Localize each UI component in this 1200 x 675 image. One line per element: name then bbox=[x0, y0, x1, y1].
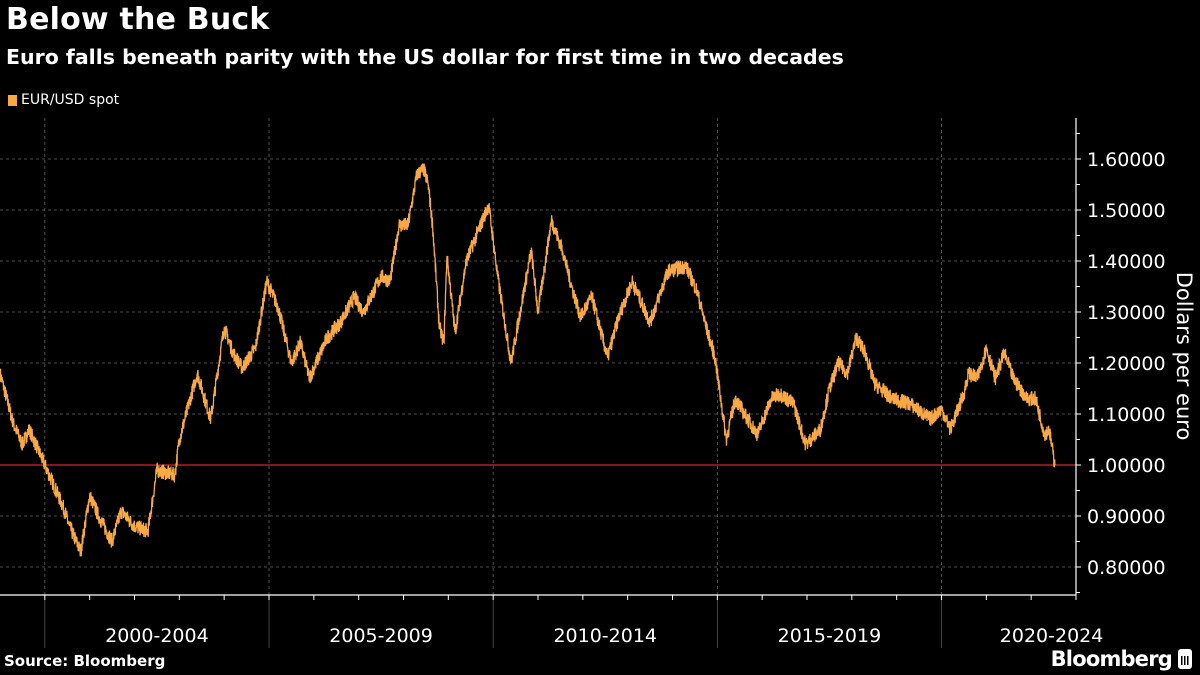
chart-subtitle: Euro falls beneath parity with the US do… bbox=[6, 45, 844, 69]
grid bbox=[0, 118, 1076, 595]
y-tick-label: 1.40000 bbox=[1087, 251, 1166, 273]
y-tick-label: 1.00000 bbox=[1087, 455, 1166, 477]
legend-swatch bbox=[8, 94, 17, 106]
y-tick-label: 1.30000 bbox=[1087, 302, 1166, 324]
x-tick-label: 2000-2004 bbox=[105, 625, 209, 647]
y-tick-label: 0.80000 bbox=[1087, 557, 1166, 579]
x-tick-label: 2015-2019 bbox=[778, 625, 882, 647]
bloomberg-terminal-icon bbox=[1178, 649, 1192, 669]
y-axis-title: Dollars per euro bbox=[1172, 272, 1196, 441]
y-tick-label: 1.20000 bbox=[1087, 353, 1166, 375]
axes: 0.80000 0.90000 1.00000 1.10000 1.20000 1.300… bbox=[0, 118, 1166, 648]
x-tick-label: 2005-2009 bbox=[329, 625, 433, 647]
legend: EUR/USD spot bbox=[8, 92, 119, 108]
bloomberg-logo: Bloomberg bbox=[1051, 647, 1192, 671]
y-tick-label: 1.60000 bbox=[1087, 149, 1166, 171]
x-tick-label: 2020-2024 bbox=[1000, 625, 1104, 647]
y-tick-label: 1.50000 bbox=[1087, 200, 1166, 222]
x-tick-label: 2010-2014 bbox=[553, 625, 657, 647]
chart-title: Below the Buck bbox=[6, 2, 270, 37]
source-note: Source: Bloomberg bbox=[4, 652, 166, 670]
legend-label: EUR/USD spot bbox=[21, 92, 120, 108]
logo-text: Bloomberg bbox=[1050, 647, 1173, 671]
y-tick-label: 1.10000 bbox=[1087, 404, 1166, 426]
eur-usd-line bbox=[0, 163, 1056, 557]
y-tick-label: 0.90000 bbox=[1087, 506, 1166, 528]
